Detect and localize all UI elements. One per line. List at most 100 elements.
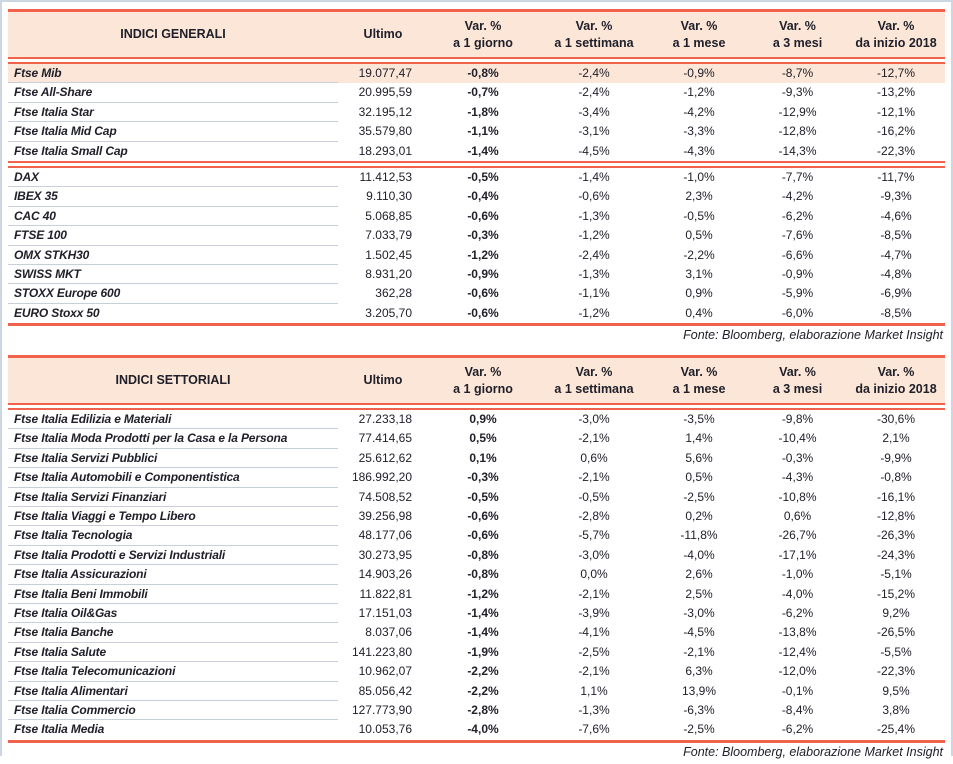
pct-value: -15,2% (876, 586, 916, 601)
pct-value: -13,8% (778, 625, 817, 640)
table-row: FTSE 100 7.033,79 -0,3% -1,2% 0,5% -7,6% -8,5% (8, 226, 945, 245)
table-row: Ftse Italia Salute 141.223,80 -1,9% -2,5% -2… (8, 643, 945, 662)
pct-value: -4,5% (683, 625, 715, 640)
last-value: 74.508,52 (358, 489, 412, 504)
pct-value: 0,5% (469, 431, 497, 446)
last-value: 14.903,26 (358, 567, 412, 582)
pct-value: 0,4% (685, 305, 713, 320)
pct-value: -30,6% (876, 412, 916, 427)
column-header-label: Var. % (575, 18, 613, 33)
table-row: Ftse Italia Moda Prodotti per la Casa e … (8, 429, 945, 448)
table-row: Ftse Italia Mid Cap 35.579,80 -1,1% -3,1% -3… (8, 122, 945, 141)
last-value: 39.256,98 (358, 509, 412, 524)
pct-value: -5,9% (781, 286, 814, 301)
pct-value: -3,5% (683, 412, 715, 427)
column-header: Ultimo (338, 358, 428, 403)
pct-value: -12,1% (876, 104, 916, 119)
table-row: Ftse Italia Star 32.195,12 -1,8% -3,4% -4,2%… (8, 103, 945, 122)
group-divider (8, 160, 945, 168)
pct-value: -13,2% (876, 85, 916, 100)
last-value: 17.151,03 (358, 605, 412, 620)
table-row: Ftse Italia Beni Immobili 11.822,81 -1,2% -… (8, 585, 945, 604)
column-header-sublabel: a 1 mese (672, 35, 726, 50)
pct-value: 0,2% (685, 509, 713, 524)
index-name: STOXX Europe 600 (8, 284, 338, 303)
table-row: Ftse Italia Telecomunicazioni 10.962,07 -2… (8, 662, 945, 681)
pct-value: 0,1% (469, 450, 497, 465)
source-note: Fonte: Bloomberg, elaborazione Market In… (683, 744, 943, 759)
pct-value: -0,3% (781, 450, 814, 465)
last-value: 19.077,47 (358, 66, 412, 80)
pct-value: 2,5% (685, 586, 713, 601)
pct-value: -7,7% (781, 169, 814, 184)
column-header-label: Var. % (464, 364, 502, 379)
table-top-border (8, 355, 945, 359)
pct-value: -7,6% (578, 722, 610, 737)
last-value: 186.992,20 (351, 470, 412, 485)
last-value: 18.293,01 (358, 143, 412, 158)
pct-value: -12,7% (876, 66, 916, 80)
table-row: Ftse All-Share 20.995,59 -0,7% -2,4% -1,2% -9… (8, 83, 945, 102)
table-row: STOXX Europe 600 362,28 -0,6% -1,1% 0,9% -5,9… (8, 284, 945, 303)
pct-value: -1,4% (578, 169, 610, 184)
pct-value: -16,1% (876, 489, 916, 504)
pct-value: 1,4% (685, 431, 713, 446)
pct-value: -6,6% (781, 247, 814, 262)
index-table: INDICI GENERALI Ultimo Var. % a 1 giorno Var… (8, 9, 945, 347)
table-row: CAC 40 5.068,85 -0,6% -1,3% -0,5% -6,2% -4,6% (8, 207, 945, 226)
pct-value: -1,2% (578, 228, 610, 243)
table-row: Ftse Italia Oil&Gas 17.151,03 -1,4% -3,9% -3… (8, 604, 945, 623)
pct-value: 2,6% (685, 567, 713, 582)
pct-value: -1,2% (467, 247, 499, 262)
column-header: Var. % a 1 mese (650, 12, 748, 57)
pct-value: -2,4% (578, 247, 610, 262)
pct-value: -1,2% (467, 586, 499, 601)
pct-value: -8,7% (781, 66, 814, 80)
pct-value: 13,9% (681, 683, 717, 698)
pct-value: 0,6% (580, 450, 608, 465)
pct-value: -3,4% (578, 104, 610, 119)
pct-value: -0,8% (467, 547, 499, 562)
pct-value: -1,4% (467, 625, 499, 640)
pct-value: -3,0% (578, 547, 610, 562)
table-row: Ftse Italia Alimentari 85.056,42 -2,2% 1,1%… (8, 682, 945, 701)
pct-value: -0,5% (683, 208, 715, 223)
pct-value: -24,3% (876, 547, 916, 562)
table-row: Ftse Mib 19.077,47 -0,8% -2,4% -0,9% -8,7% -12… (8, 64, 945, 84)
pct-value: -1,3% (578, 702, 610, 717)
pct-value: -2,1% (683, 644, 715, 659)
last-value: 27.233,18 (358, 412, 412, 427)
pct-value: -11,8% (680, 528, 718, 543)
table-row: Ftse Italia Assicurazioni 14.903,26 -0,8% 0… (8, 565, 945, 584)
pct-value: -0,7% (467, 85, 499, 100)
table-row: Ftse Italia Prodotti e Servizi Industria… (8, 546, 945, 565)
column-header: Ultimo (338, 12, 428, 57)
pct-value: -0,6% (467, 528, 499, 543)
column-header-sublabel: a 1 giorno (453, 381, 513, 396)
pct-value: 0,5% (685, 228, 713, 243)
pct-value: -2,5% (683, 722, 715, 737)
pct-value: -25,4% (876, 722, 916, 737)
table-row: Ftse Italia Viaggi e Tempo Libero 39.256,… (8, 507, 945, 526)
table-row: OMX STKH30 1.502,45 -1,2% -2,4% -2,2% -6,6% -4… (8, 246, 945, 265)
pct-value: -1,4% (467, 143, 499, 158)
column-header-label: Ultimo (363, 373, 403, 388)
table-row: IBEX 35 9.110,30 -0,4% -0,6% 2,3% -4,2% -9,3% (8, 187, 945, 206)
pct-value: -12,4% (778, 644, 817, 659)
pct-value: -2,1% (578, 586, 610, 601)
pct-value: -5,7% (578, 528, 610, 543)
pct-value: -6,3% (683, 702, 715, 717)
last-value: 10.053,76 (358, 722, 412, 737)
last-value: 9.110,30 (366, 189, 412, 204)
pct-value: -2,5% (578, 644, 610, 659)
pct-value: -4,5% (578, 143, 610, 158)
column-header: Var. % a 1 settimana (538, 358, 650, 403)
last-value: 30.273,95 (358, 547, 412, 562)
pct-value: -4,0% (467, 722, 499, 737)
pct-value: 1,1% (580, 683, 608, 698)
last-value: 32.195,12 (358, 104, 412, 119)
pct-value: -10,4% (778, 431, 817, 446)
pct-value: -4,0% (683, 547, 715, 562)
pct-value: -0,9% (781, 266, 814, 281)
